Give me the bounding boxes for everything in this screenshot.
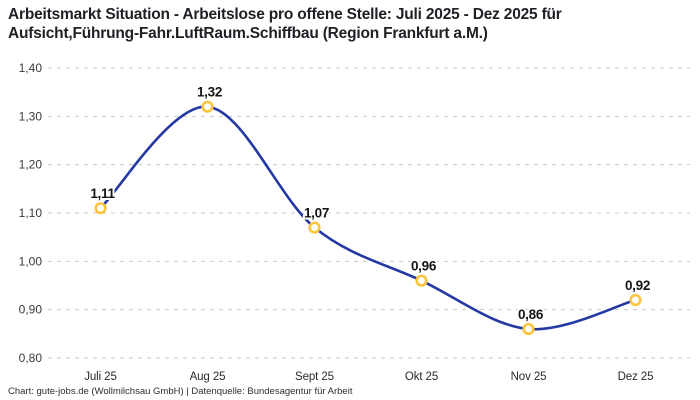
y-tick-label: 1,00: [19, 254, 43, 268]
chart-title: Arbeitsmarkt Situation - Arbeitslose pro…: [8, 5, 696, 43]
x-tick-label: Juli 25: [84, 371, 117, 383]
data-point-marker: [308, 221, 321, 234]
data-point-marker: [201, 100, 214, 113]
chart-title-line-2: Aufsicht,Führung-Fahr.LuftRaum.Schiffbau…: [8, 25, 488, 42]
x-tick-label: Aug 25: [190, 371, 226, 383]
data-point-label: 0,86: [518, 307, 544, 322]
y-tick-label: 1,40: [19, 61, 43, 75]
x-tick-label: Sept 25: [295, 371, 334, 383]
data-point-label: 1,32: [197, 85, 222, 100]
data-point-marker: [629, 293, 642, 307]
data-point-marker: [94, 202, 107, 215]
data-point-marker: [522, 322, 535, 336]
y-tick-label: 0,80: [19, 351, 43, 365]
data-point-marker: [415, 274, 428, 287]
x-tick-label: Dez 25: [618, 371, 654, 383]
series-line: [99, 105, 637, 331]
y-tick-label: 0,90: [19, 303, 43, 317]
y-tick-label: 1,20: [19, 158, 43, 172]
y-tick-label: 1,10: [19, 206, 43, 220]
x-tick-label: Okt 25: [405, 371, 438, 383]
data-point-label: 1,07: [304, 206, 329, 221]
y-tick-label: 1,30: [19, 109, 43, 123]
data-point-label: 0,92: [625, 278, 650, 293]
chart-title-line-1: Arbeitsmarkt Situation - Arbeitslose pro…: [8, 6, 562, 23]
data-point-label: 0,96: [411, 259, 437, 274]
chart-credit: Chart: gute-jobs.de (Wollmilchsau GmbH) …: [8, 386, 353, 397]
data-point-label: 1,11: [90, 186, 115, 201]
x-tick-label: Nov 25: [511, 371, 547, 383]
